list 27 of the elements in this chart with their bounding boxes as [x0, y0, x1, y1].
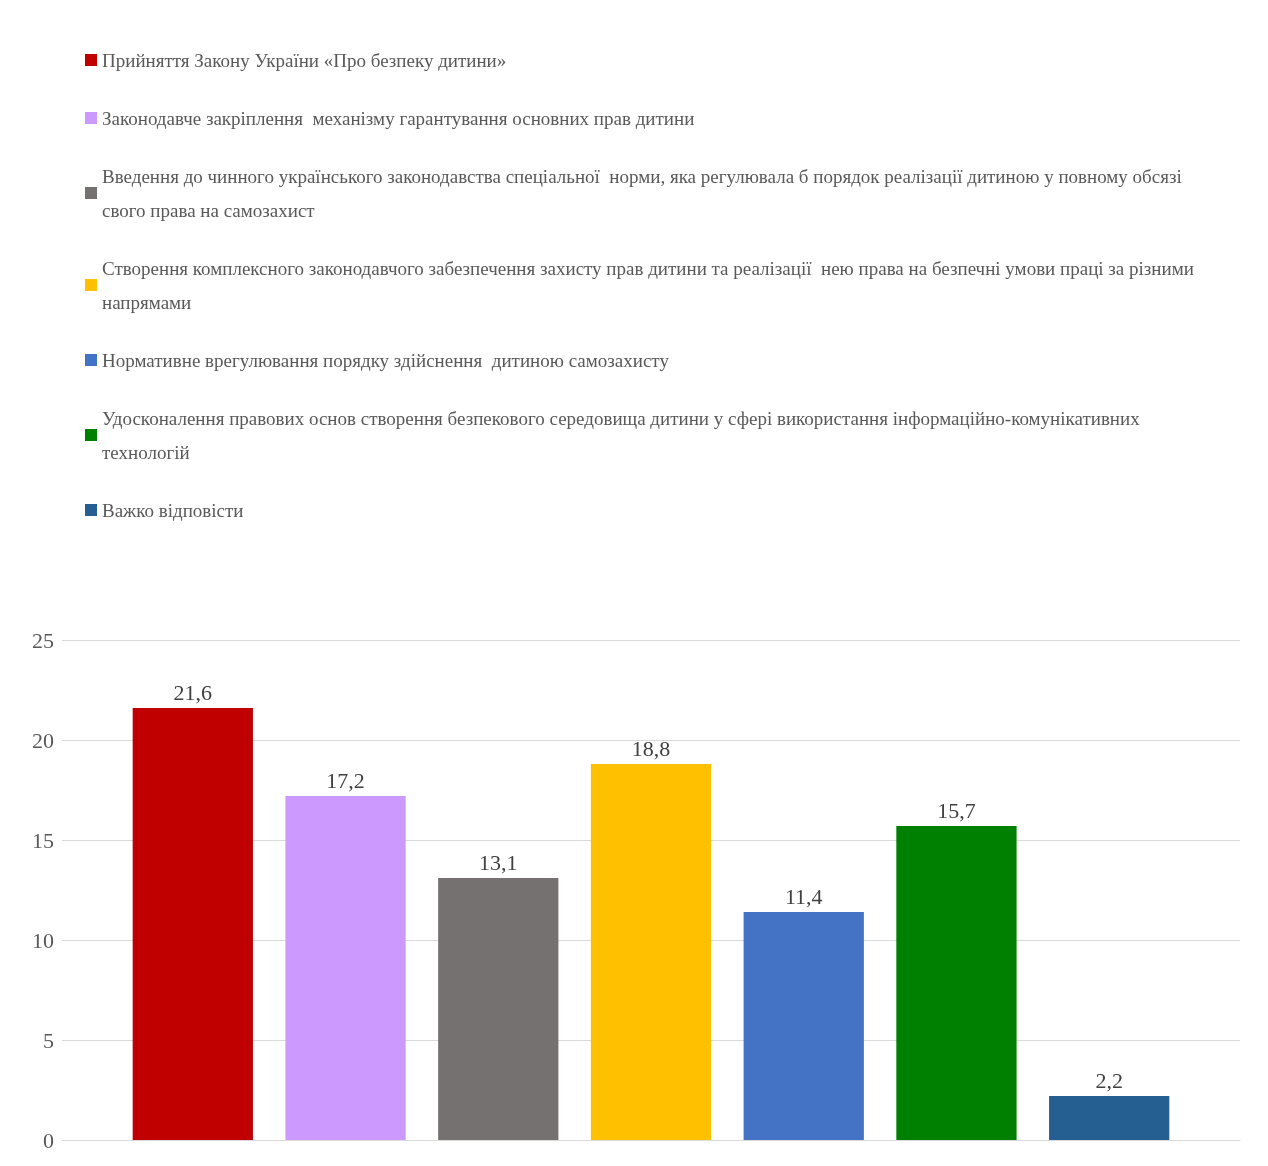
legend-label: Законодавче закріплення механізму гарантування основних прав дитини: [102, 107, 695, 129]
data-label: 2,2: [1095, 1067, 1123, 1093]
data-label: 21,6: [173, 679, 213, 705]
legend-label: Введення до чинного українського законодавства спеціальної норми, яка регулювала б порядок реалізації дитиною у повному обсязі свого права на самозахист: [102, 165, 1182, 221]
bar: [743, 912, 864, 1140]
y-tick-label: 10: [32, 927, 54, 953]
bar: [132, 708, 253, 1140]
y-tick-label: 5: [43, 1027, 54, 1053]
data-label: 11,4: [784, 883, 823, 909]
y-tick-label: 20: [32, 727, 54, 753]
data-label: 15,7: [937, 797, 976, 823]
bar: [285, 796, 406, 1140]
legend-label: Створення комплексного законодавчого забезпечення захисту прав дитини та реалізації нею права на безпечні умови праці за різними напрямами: [102, 257, 1194, 313]
bar: [590, 764, 712, 1140]
y-tick-label: 25: [32, 627, 54, 653]
legend-label: Прийняття Закону України «Про безпеку дитини»: [102, 49, 507, 71]
data-label: 18,8: [631, 735, 671, 761]
legend-label: Нормативне врегулювання порядку здійснення дитиною самозахисту: [102, 349, 670, 371]
bar: [438, 878, 559, 1140]
y-tick-label: 15: [32, 827, 54, 853]
y-tick-label: 0: [43, 1127, 54, 1153]
data-label: 17,2: [326, 767, 365, 793]
data-label: 13,1: [479, 849, 518, 875]
legend-label: Важко відповісти: [102, 499, 244, 521]
legend-label: Удосконалення правових основ створення безпекового середовища дитини у сфері використання інформаційно-комунікативних технологій: [102, 407, 1145, 463]
bar: [1049, 1096, 1170, 1140]
bar: [896, 826, 1017, 1140]
